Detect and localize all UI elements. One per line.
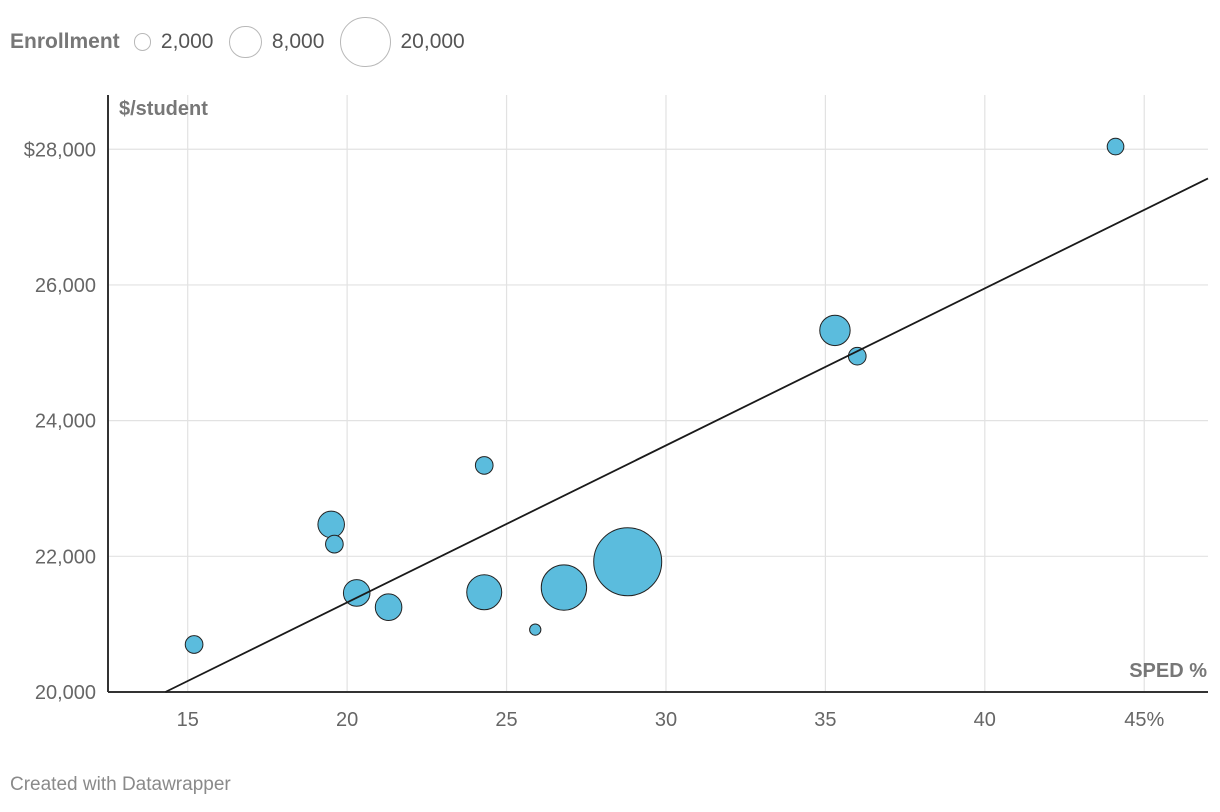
legend-label-large: 20,000 bbox=[400, 29, 465, 53]
y-tick-label: 20,000 bbox=[35, 682, 96, 704]
data-point bbox=[474, 456, 494, 475]
legend-item-medium: 8,000 bbox=[229, 25, 325, 59]
y-axis-title: $/student bbox=[119, 98, 208, 120]
footer-credit: Created with Datawrapper bbox=[10, 774, 231, 795]
legend-circle-medium bbox=[229, 25, 262, 59]
legend-label-small: 2,000 bbox=[160, 30, 214, 53]
data-point bbox=[529, 623, 542, 636]
legend-item-large: 20,000 bbox=[340, 16, 465, 68]
legend-label-medium: 8,000 bbox=[271, 30, 325, 53]
trendline-group bbox=[164, 177, 1209, 693]
y-tick-label: 24,000 bbox=[35, 411, 96, 433]
data-point bbox=[1106, 137, 1125, 156]
x-tick-label: 40 bbox=[974, 709, 996, 731]
data-point bbox=[317, 510, 345, 539]
size-legend: Enrollment 2,000 8,000 20,000 bbox=[10, 10, 481, 74]
x-axis-title: SPED % bbox=[1129, 660, 1207, 682]
data-point bbox=[819, 314, 851, 347]
y-tick-label: 22,000 bbox=[35, 546, 96, 568]
data-point bbox=[325, 534, 344, 554]
y-tick-label: $28,000 bbox=[24, 139, 96, 161]
legend-title: Enrollment bbox=[10, 30, 120, 53]
y-tick-label: 26,000 bbox=[35, 275, 96, 297]
tick-labels: 20,000 22,000 24,000 26,000 $28,000 15 20 25 30 3… bbox=[24, 139, 1165, 731]
trendline bbox=[164, 177, 1209, 693]
data-point bbox=[540, 564, 588, 611]
gridlines bbox=[108, 95, 1208, 692]
data-point bbox=[593, 527, 663, 597]
axes bbox=[107, 95, 1208, 693]
x-tick-label: 20 bbox=[336, 709, 358, 731]
legend-item-small: 2,000 bbox=[133, 30, 214, 54]
legend-circle-small bbox=[133, 33, 151, 51]
data-point bbox=[184, 635, 204, 654]
legend-circle-large bbox=[340, 16, 391, 68]
data-point bbox=[847, 346, 867, 366]
data-point bbox=[466, 574, 503, 611]
x-tick-label: 45% bbox=[1124, 709, 1164, 731]
x-tick-label: 30 bbox=[655, 709, 677, 731]
x-tick-label: 35 bbox=[814, 709, 836, 731]
data-point bbox=[342, 579, 371, 607]
scatter-chart: 20,000 22,000 24,000 26,000 $28,000 15 20 25 30 3… bbox=[24, 95, 1209, 731]
x-tick-label: 25 bbox=[495, 709, 517, 731]
x-tick-label: 15 bbox=[177, 709, 199, 731]
data-points bbox=[184, 137, 1125, 654]
data-point bbox=[374, 593, 403, 621]
